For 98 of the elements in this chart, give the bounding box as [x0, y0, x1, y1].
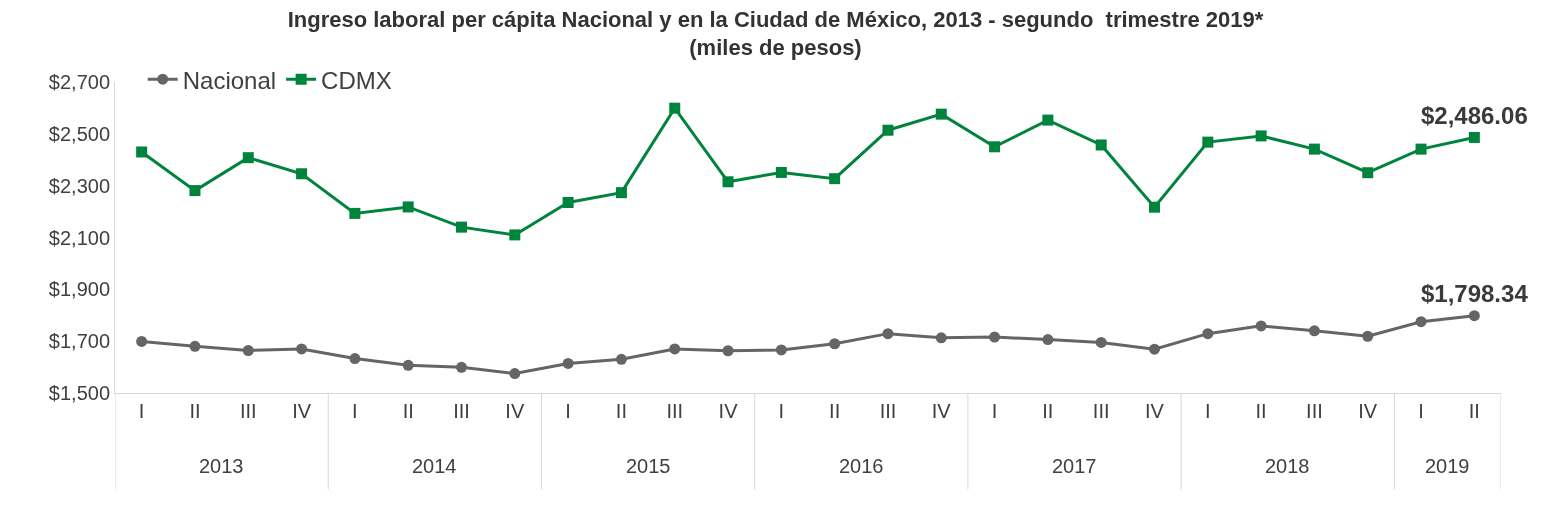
point	[829, 173, 841, 185]
x-tick-label: II	[615, 400, 627, 422]
data-label: $1,798.34	[1420, 279, 1529, 307]
point	[1042, 334, 1054, 346]
x-tick-label: I	[1205, 400, 1211, 422]
text: 2014	[412, 455, 457, 477]
x-tick-label: I	[991, 400, 998, 422]
point	[1362, 330, 1374, 342]
x-tick-label: II	[1042, 400, 1054, 422]
chart-title: Ingreso laboral per cápita Nacional y en la Ciudad de México, 2013 - segundo trimestre 2019*	[287, 6, 1264, 32]
x-tick-label: III	[1306, 400, 1323, 422]
point	[1095, 139, 1107, 151]
point	[775, 344, 787, 356]
point	[1149, 201, 1160, 213]
x-tick-label: I	[565, 400, 571, 422]
text: 2015	[626, 455, 671, 477]
x-tick-label: II	[829, 400, 841, 422]
x-tick-label: I	[138, 400, 145, 422]
point	[509, 368, 521, 380]
y-tick-label: $2,700	[48, 71, 110, 93]
x-tick-label: II	[189, 400, 201, 422]
y-tick-label: $2,100	[48, 226, 110, 249]
text: 2017	[1052, 455, 1097, 477]
y-tick-label: $1,500	[48, 382, 110, 404]
x-tick-label: III	[453, 400, 470, 422]
x-tick-label: IV	[505, 400, 525, 422]
point	[935, 108, 947, 120]
x-tick-label: I	[352, 400, 358, 422]
point	[989, 141, 1001, 153]
point	[562, 357, 574, 369]
x-tick-label: II	[1468, 400, 1480, 422]
y-tick-label: $2,500	[48, 122, 110, 145]
point	[615, 187, 627, 199]
point	[1255, 130, 1267, 142]
x-tick-label: III	[879, 400, 897, 422]
point	[989, 331, 1001, 343]
x-tick-label: IV	[292, 400, 312, 422]
point	[1415, 316, 1427, 328]
x-tick-label: IV	[1358, 400, 1378, 422]
point	[615, 353, 627, 365]
point	[1468, 310, 1480, 322]
x-tick-label: IV	[718, 400, 739, 422]
point	[1202, 328, 1214, 340]
x-tick-label: IV	[1145, 400, 1165, 422]
y-tick-label: $2,300	[48, 174, 110, 197]
point	[136, 335, 148, 347]
point	[829, 338, 841, 350]
chart-subtitle: (miles de pesos)	[689, 35, 862, 61]
text: 2013	[199, 455, 244, 477]
point	[1202, 136, 1214, 148]
x-tick-label: III	[239, 400, 257, 422]
point	[722, 176, 734, 188]
point	[456, 221, 467, 233]
x-tick-label: IV	[931, 400, 952, 422]
point	[136, 146, 148, 158]
point	[775, 166, 787, 178]
point	[1149, 343, 1160, 355]
x-tick-label: II	[402, 400, 414, 422]
x-tick-label: II	[1255, 400, 1267, 422]
point	[935, 332, 947, 344]
x-tick-label: I	[778, 400, 785, 422]
x-tick-label: III	[666, 400, 684, 422]
point	[1415, 143, 1427, 155]
text: 2019	[1425, 455, 1470, 477]
point	[189, 340, 201, 352]
point	[562, 197, 574, 209]
point	[189, 185, 201, 197]
point	[882, 124, 894, 136]
point	[242, 152, 254, 164]
point	[669, 343, 681, 355]
point	[402, 359, 414, 371]
text: 2016	[839, 455, 884, 477]
x-tick-label: I	[1418, 400, 1424, 422]
point	[349, 207, 361, 219]
point	[242, 345, 254, 356]
y-tick-label: $1,900	[48, 278, 110, 301]
point	[669, 102, 681, 114]
legend-label: CDMX	[321, 66, 392, 94]
point	[296, 343, 308, 355]
point	[296, 168, 308, 180]
legend-label: Nacional	[182, 66, 277, 94]
data-label: $2,486.06	[1420, 101, 1528, 129]
point	[1095, 336, 1107, 348]
point	[1468, 131, 1480, 143]
point	[1308, 143, 1320, 155]
point	[456, 361, 467, 373]
point	[722, 345, 734, 357]
point	[1042, 114, 1054, 126]
point	[349, 353, 361, 365]
point	[402, 201, 414, 213]
point	[882, 328, 894, 340]
point	[1362, 167, 1374, 179]
point	[509, 229, 521, 241]
x-tick-label: III	[1092, 400, 1110, 422]
point	[1308, 325, 1320, 337]
y-tick-label: $1,700	[48, 330, 110, 353]
point	[1255, 320, 1267, 332]
text: 2018	[1265, 455, 1310, 477]
